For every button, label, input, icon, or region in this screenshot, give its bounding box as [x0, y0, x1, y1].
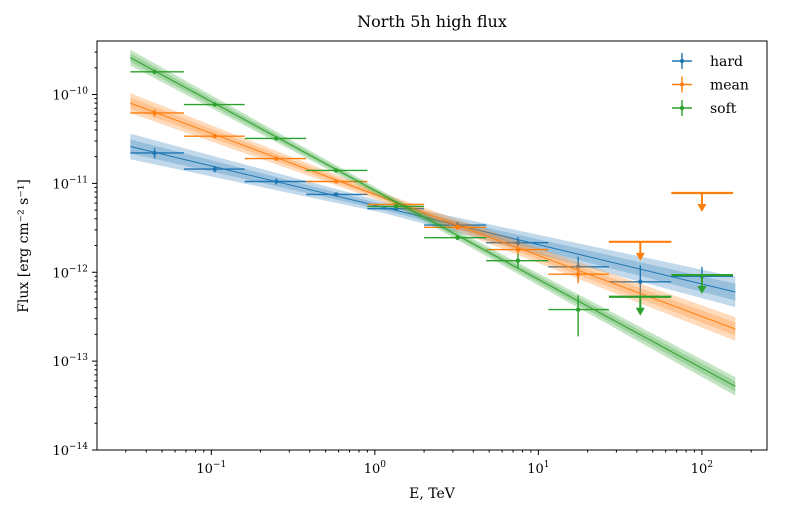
soft-upper-limit-arrow: [697, 286, 707, 295]
x-tick-label: 100: [364, 460, 387, 477]
mean-data-point: [212, 133, 217, 139]
series-mean: [130, 93, 736, 341]
legend-entry-mean: mean: [672, 76, 749, 94]
series-soft: [130, 49, 736, 396]
y-tick-label: 10−14: [52, 442, 88, 459]
mean-data-point: [333, 179, 339, 184]
legend-marker-dot: [679, 58, 685, 64]
hard-data-point: [575, 264, 581, 270]
mean-model-line: [130, 102, 736, 330]
hard-data-point: [152, 150, 157, 156]
y-tick-label: 10−11: [52, 175, 88, 192]
legend: hard mean soft: [672, 53, 749, 117]
hard-model-line: [130, 146, 736, 293]
hard-data-point: [274, 179, 279, 184]
x-axis-label: E, TeV: [409, 486, 456, 502]
legend-marker-dot: [679, 82, 685, 87]
mean-data-point: [515, 247, 521, 252]
hard-model-band: [130, 133, 736, 308]
legend-marker-dot: [679, 105, 685, 111]
legend-label-soft: soft: [710, 101, 737, 117]
hard-data-point: [515, 240, 521, 245]
soft-data-point: [455, 235, 460, 240]
legend-label-hard: hard: [710, 54, 743, 70]
mean-upper-limit-arrow: [697, 203, 707, 212]
soft-data-point: [152, 69, 157, 75]
soft-model-line: [130, 57, 736, 387]
soft-data-point: [515, 258, 521, 263]
chart-title: North 5h high flux: [357, 12, 507, 31]
x-tick-label: 102: [691, 460, 713, 477]
x-tick-label: 10−1: [196, 460, 226, 477]
soft-data-point: [212, 102, 217, 107]
hard-data-point: [212, 166, 217, 172]
axis-ticks: 10−1 100 101 102 10−14 10−13 10−12 10−11 10−10: [52, 51, 752, 477]
hard-model-band-inner: [130, 139, 736, 301]
y-tick-label: 10−13: [52, 353, 88, 370]
legend-entry-hard: hard: [672, 53, 743, 70]
legend-entry-soft: soft: [672, 100, 737, 117]
soft-data-point: [274, 136, 279, 141]
mean-upper-limit-arrow: [635, 252, 645, 261]
mean-data-point: [575, 272, 581, 277]
y-tick-label: 10−12: [52, 264, 88, 281]
soft-upper-limit-arrow: [635, 307, 645, 316]
x-tick-label: 101: [527, 460, 549, 477]
soft-data-point: [393, 204, 399, 209]
soft-data-point: [575, 307, 581, 312]
hard-data-point: [333, 192, 339, 197]
soft-data-point: [333, 168, 339, 173]
hard-data-point: [638, 279, 643, 285]
data-series-layer: [130, 49, 736, 396]
mean-model-band: [130, 93, 736, 341]
y-tick-label: 10−10: [52, 87, 88, 104]
axes-frame: [96, 40, 768, 451]
mean-data-point: [274, 156, 279, 161]
mean-data-point: [455, 225, 460, 230]
mean-data-point: [152, 110, 157, 116]
legend-label-mean: mean: [710, 78, 749, 94]
y-axis-label: Flux [erg cm⁻² s⁻¹]: [16, 179, 32, 313]
